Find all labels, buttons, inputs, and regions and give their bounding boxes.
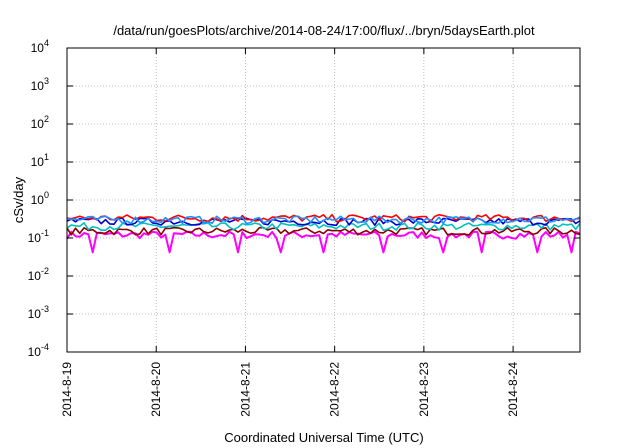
x-tick-label: 2014-8-22	[328, 362, 342, 417]
y-tick-label: 101	[31, 152, 49, 169]
y-tick-label: 100	[31, 190, 49, 207]
x-tick-label: 2014-8-19	[60, 362, 74, 417]
series-line	[66, 215, 581, 225]
y-tick-exponent: -1	[41, 228, 49, 238]
y-tick-label: 10-3	[28, 304, 49, 321]
y-tick-label: 104	[31, 38, 49, 55]
y-tick-exponent: -3	[41, 304, 49, 314]
x-tick-label: 2014-8-21	[238, 362, 252, 417]
series-line	[66, 213, 581, 223]
series-line	[66, 222, 581, 231]
plot-frame	[66, 47, 581, 353]
y-tick-exponent: 4	[44, 38, 49, 48]
y-tick-exponent: -2	[41, 266, 49, 276]
y-tick-exponent: 3	[44, 76, 49, 86]
x-axis-label: Coordinated Universal Time (UTC)	[224, 430, 423, 445]
x-tick-label: 2014-8-24	[506, 362, 520, 417]
y-tick-label: 102	[31, 114, 49, 131]
y-tick-exponent: 2	[44, 114, 49, 124]
data-series	[66, 213, 581, 254]
series-line	[66, 226, 581, 236]
y-tick-exponent: 1	[44, 152, 49, 162]
y-axis-label: cSv/day	[11, 176, 26, 223]
grid-lines	[67, 48, 580, 352]
series-line	[66, 230, 581, 254]
x-tick-label: 2014-8-20	[149, 362, 163, 417]
y-tick-label: 10-1	[28, 228, 49, 245]
y-tick-label: 10-2	[28, 266, 49, 283]
x-tick-label: 2014-8-23	[417, 362, 431, 417]
y-tick-label: 10-4	[28, 342, 49, 359]
y-tick-label: 103	[31, 76, 49, 93]
chart-title: /data/run/goesPlots/archive/2014-08-24/1…	[113, 23, 535, 38]
y-tick-exponent: 0	[44, 190, 49, 200]
y-tick-exponent: -4	[41, 342, 49, 352]
x-axis-ticks: 2014-8-19 2014-8-20 2014-8-21 2014-8-22 2014…	[60, 48, 520, 417]
